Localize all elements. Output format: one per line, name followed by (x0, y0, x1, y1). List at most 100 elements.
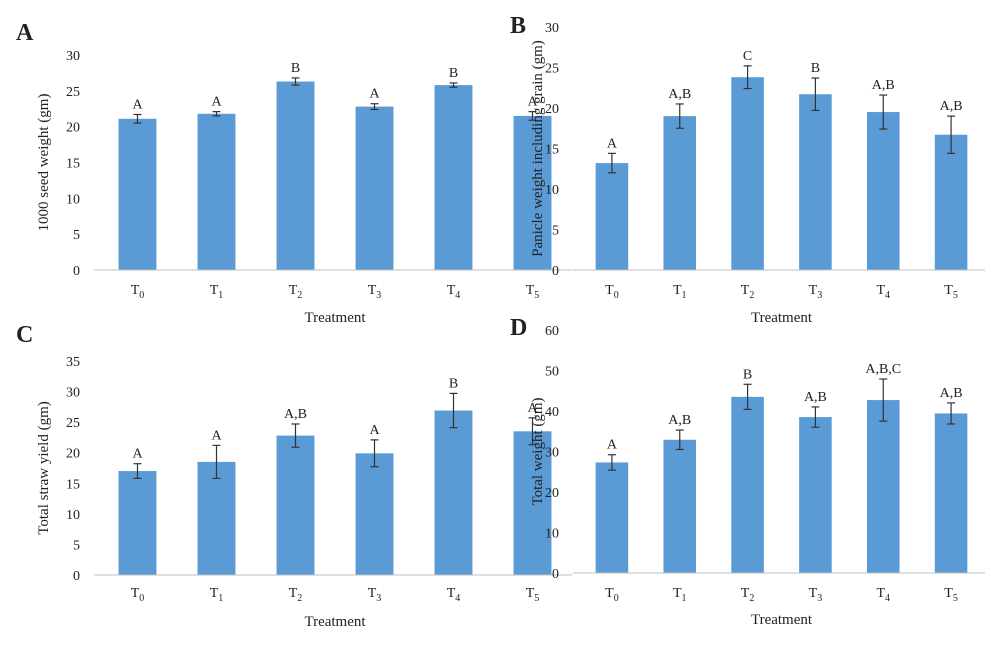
y-tick-label: 20 (66, 121, 80, 136)
bar (731, 77, 764, 270)
bar (197, 113, 236, 271)
significance-label: B (743, 367, 752, 382)
y-axis-title: Panicle weight including grain (gm) (530, 40, 546, 257)
bar (513, 115, 552, 271)
y-tick-label: 60 (545, 324, 559, 339)
bar (118, 471, 157, 575)
x-tick-label: T2 (289, 586, 303, 604)
y-tick-label: 0 (73, 569, 80, 584)
significance-label: A (527, 95, 538, 110)
significance-label: A,B (804, 390, 827, 405)
significance-label: A (607, 438, 618, 453)
significance-label: A (369, 423, 380, 438)
y-tick-label: 20 (545, 102, 559, 117)
x-tick-label: T1 (673, 283, 687, 301)
y-tick-label: 40 (545, 405, 559, 420)
x-tick-label: T4 (876, 586, 890, 604)
x-tick-label: T1 (210, 586, 224, 604)
y-axis-title: Total weight (gm) (530, 397, 546, 505)
significance-label: A (211, 428, 222, 443)
y-tick-label: 15 (66, 157, 80, 172)
y-tick-label: 25 (66, 85, 80, 100)
y-tick-label: 30 (545, 446, 559, 461)
x-tick-label: T0 (131, 586, 145, 604)
bar (731, 396, 764, 573)
x-tick-label: T5 (526, 586, 540, 604)
significance-label: A,B (668, 87, 691, 102)
significance-label: B (811, 61, 820, 76)
significance-label: A,B (940, 99, 963, 114)
y-tick-label: 25 (66, 416, 80, 431)
x-tick-label: T3 (809, 283, 823, 301)
significance-label: B (449, 66, 458, 81)
y-tick-label: 10 (66, 192, 80, 207)
y-axis-title: 1000 seed weight (gm) (36, 94, 52, 232)
x-tick-label: T3 (368, 283, 382, 301)
x-tick-label: T5 (944, 586, 958, 604)
y-tick-label: 30 (66, 386, 80, 401)
significance-label: C (743, 49, 752, 64)
panel-letter: B (510, 13, 526, 39)
bar (866, 112, 900, 270)
y-tick-label: 0 (552, 264, 559, 279)
x-tick-label: T0 (605, 586, 619, 604)
x-tick-label: T2 (741, 586, 755, 604)
panel-letter: C (16, 322, 33, 348)
bar (799, 94, 832, 270)
bar (595, 163, 629, 270)
y-tick-label: 10 (66, 508, 80, 523)
significance-label: A (369, 87, 380, 102)
chart-panel-a: A 0 5 10 15 20 25 30 1000 seed weight (gm) A T0 A T1… (16, 20, 572, 326)
bar (276, 81, 315, 271)
significance-label: A (527, 401, 538, 416)
y-tick-label: 10 (545, 183, 559, 198)
significance-label: A (132, 447, 143, 462)
x-tick-label: T4 (876, 283, 890, 301)
x-tick-label: T3 (368, 586, 382, 604)
significance-label: A,B,C (865, 362, 901, 377)
bar (276, 435, 315, 575)
y-tick-label: 50 (545, 365, 559, 380)
bar (434, 85, 473, 270)
bar (595, 462, 629, 573)
x-tick-label: T3 (809, 586, 823, 604)
panel-letter: A (16, 20, 34, 46)
x-tick-label: T1 (673, 586, 687, 604)
bar (934, 134, 968, 270)
y-axis-title: Total straw yield (gm) (36, 401, 52, 535)
significance-label: A,B (668, 413, 691, 428)
x-tick-label: T1 (210, 283, 224, 301)
x-tick-label: T0 (605, 283, 619, 301)
significance-label: A,B (284, 407, 307, 422)
bar (799, 417, 832, 573)
bar (118, 118, 157, 271)
y-tick-label: 25 (545, 62, 559, 77)
y-tick-label: 30 (545, 21, 559, 36)
bar (866, 400, 900, 573)
x-axis-title: Treatment (304, 310, 366, 326)
bar (355, 106, 394, 270)
significance-label: B (291, 61, 300, 76)
bar (197, 461, 236, 575)
x-tick-label: T5 (944, 283, 958, 301)
y-tick-label: 0 (552, 567, 559, 582)
y-tick-label: 15 (545, 143, 559, 158)
bar (434, 410, 473, 575)
y-tick-label: 5 (552, 224, 559, 239)
x-tick-label: T4 (447, 283, 461, 301)
panel-letter: D (510, 315, 527, 341)
significance-label: A,B (940, 386, 963, 401)
y-tick-label: 20 (545, 486, 559, 501)
bar (355, 453, 394, 575)
y-tick-label: 0 (73, 264, 80, 279)
x-axis-title: Treatment (304, 614, 366, 630)
significance-label: A (132, 97, 143, 112)
y-tick-label: 5 (73, 538, 80, 553)
x-tick-label: T0 (131, 283, 145, 301)
x-tick-label: T4 (447, 586, 461, 604)
bar (663, 116, 697, 270)
significance-label: A,B (872, 78, 895, 93)
bar (934, 413, 968, 573)
y-tick-label: 10 (545, 527, 559, 542)
